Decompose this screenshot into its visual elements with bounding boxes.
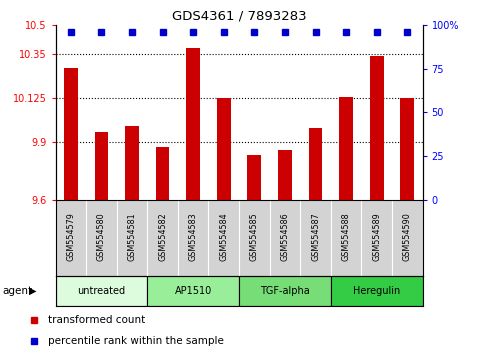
Text: transformed count: transformed count [48, 315, 145, 325]
Text: GSM554582: GSM554582 [158, 212, 167, 261]
Bar [339, 97, 353, 200]
Text: agent: agent [2, 286, 32, 296]
Text: GSM554584: GSM554584 [219, 212, 228, 261]
Bar [217, 98, 231, 200]
Text: GSM554585: GSM554585 [250, 212, 259, 261]
Text: GSM554588: GSM554588 [341, 212, 351, 261]
Bar [64, 68, 78, 200]
Bar [331, 276, 423, 306]
Bar [95, 132, 108, 200]
Bar [400, 98, 414, 200]
Bar [309, 128, 323, 200]
Text: GSM554589: GSM554589 [372, 212, 381, 261]
Text: GSM554583: GSM554583 [189, 212, 198, 261]
Text: GSM554586: GSM554586 [281, 212, 289, 261]
Text: ▶: ▶ [29, 286, 37, 296]
Bar [247, 155, 261, 200]
Text: GSM554587: GSM554587 [311, 212, 320, 261]
Text: GSM554590: GSM554590 [403, 212, 412, 261]
Bar [147, 276, 239, 306]
Bar [239, 276, 331, 306]
Bar [156, 148, 170, 200]
Text: untreated: untreated [77, 286, 126, 296]
Bar [370, 56, 384, 200]
Text: GSM554581: GSM554581 [128, 212, 137, 261]
Bar [125, 126, 139, 200]
Text: percentile rank within the sample: percentile rank within the sample [48, 336, 224, 346]
Text: GSM554580: GSM554580 [97, 212, 106, 261]
Title: GDS4361 / 7893283: GDS4361 / 7893283 [172, 9, 306, 22]
Text: TGF-alpha: TGF-alpha [260, 286, 310, 296]
Bar [56, 276, 147, 306]
Text: GSM554579: GSM554579 [66, 212, 75, 261]
Text: Heregulin: Heregulin [353, 286, 400, 296]
Text: AP1510: AP1510 [174, 286, 212, 296]
Bar [278, 150, 292, 200]
Bar [186, 48, 200, 200]
